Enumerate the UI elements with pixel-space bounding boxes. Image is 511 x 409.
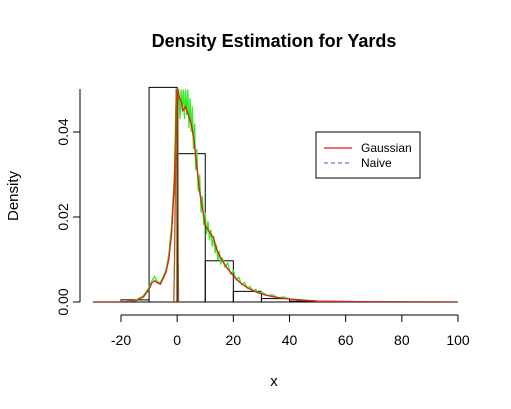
- histogram: [92, 86, 458, 303]
- legend-box: [315, 131, 421, 179]
- y-tick-label-2: 0.04: [55, 118, 71, 145]
- x-axis-label: x: [270, 373, 278, 390]
- density-line-2: [93, 88, 459, 302]
- density-line-1: [93, 88, 459, 302]
- x-tick-label-0: -20: [111, 332, 131, 348]
- histogram-bar-5: [260, 298, 290, 303]
- density-line-0: [93, 88, 459, 302]
- x-tick-label-1: 0: [173, 332, 181, 348]
- x-tick-label-6: 100: [446, 332, 470, 348]
- x-tick-label-5: 80: [394, 332, 410, 348]
- y-axis-label: Density: [5, 170, 22, 221]
- x-tick-label-4: 60: [338, 332, 354, 348]
- y-axis: 0.00 0.02 0.04: [55, 89, 81, 316]
- histogram-bar-2: [176, 153, 206, 303]
- histogram-bar-4: [232, 290, 262, 303]
- x-tick-label-3: 40: [282, 332, 298, 348]
- x-tick-label-2: 20: [226, 332, 242, 348]
- x-axis: -20 0 20 40 60 80 100: [111, 314, 470, 348]
- y-tick-label-0: 0.00: [55, 288, 71, 315]
- histogram-bar-3: [204, 260, 234, 303]
- y-tick-label-1: 0.02: [55, 203, 71, 230]
- density-line-3: [173, 88, 180, 302]
- chart-title: Density Estimation for Yards: [152, 31, 397, 51]
- density-lines: [93, 88, 459, 302]
- legend-label-1: Naive: [361, 156, 392, 170]
- legend-label-0: Gaussian: [361, 141, 412, 155]
